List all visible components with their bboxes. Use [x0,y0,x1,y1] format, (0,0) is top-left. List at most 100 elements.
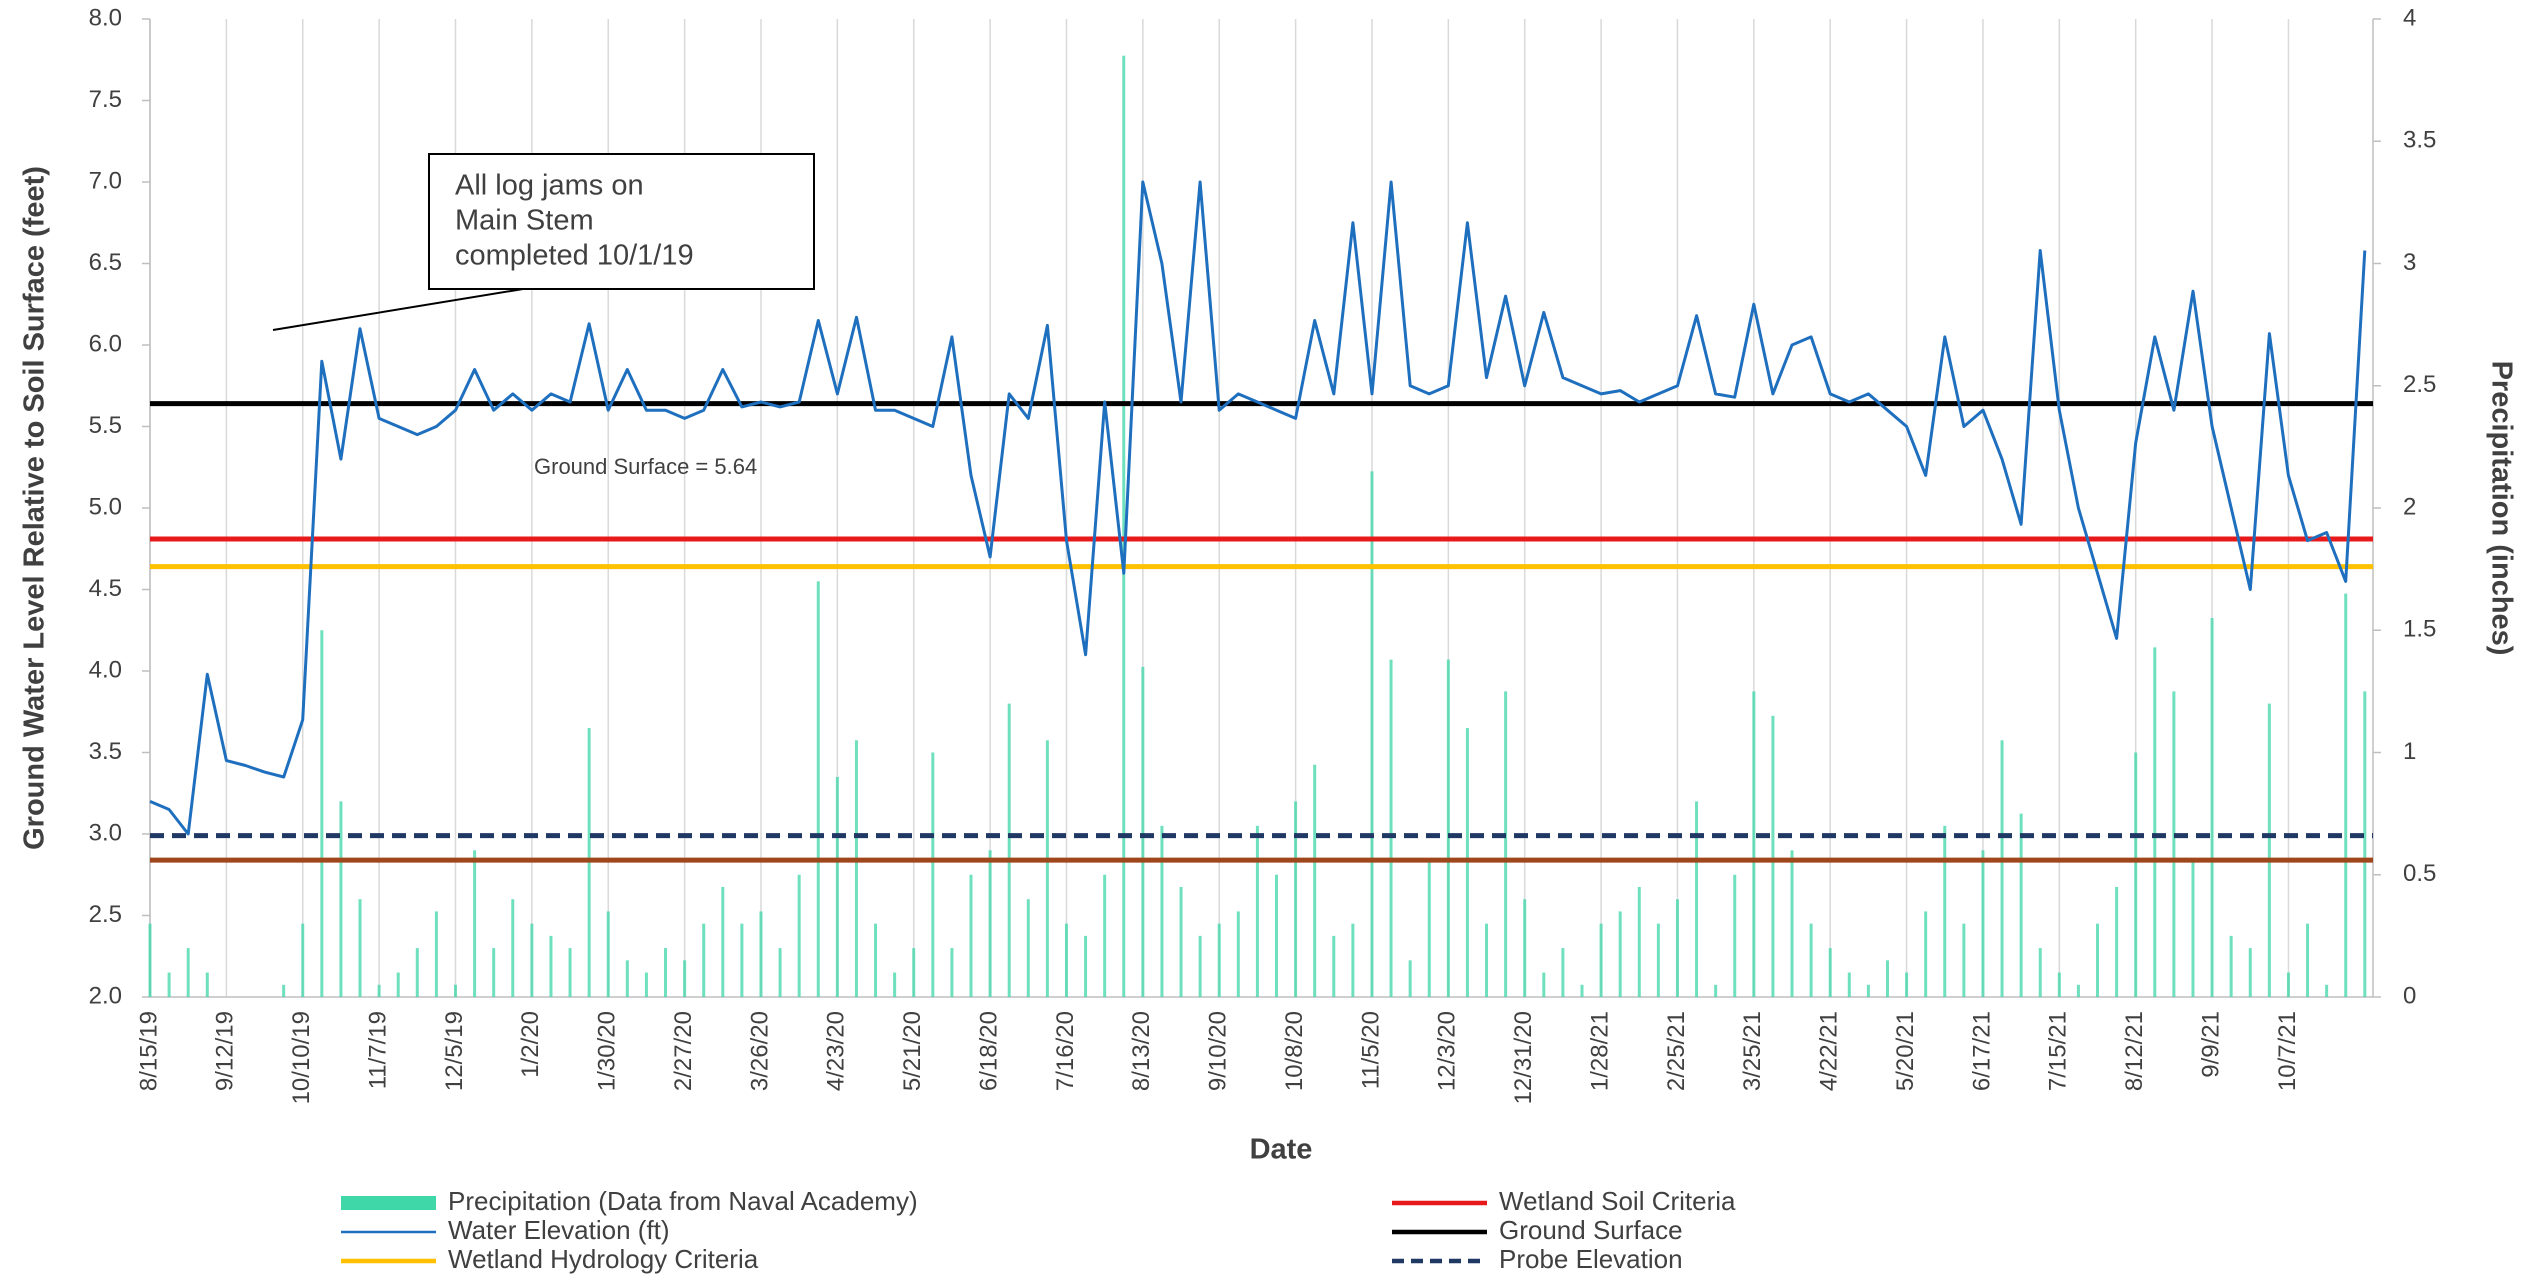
x-tick-label: 12/5/19 [441,1011,468,1091]
precip-bar [1217,923,1221,997]
x-tick-label: 2/27/20 [670,1011,697,1091]
precip-bar [931,752,935,997]
legend-label: Wetland Hydrology Criteria [448,1244,759,1274]
precip-bar [1160,825,1164,997]
precip-bar [2096,923,2100,997]
precip-bar [1446,659,1450,997]
precip-bar [2344,593,2348,997]
precip-bar [2306,923,2310,997]
precip-bar [1905,972,1909,997]
precip-bar [2019,813,2023,997]
y-tick-label: 6.0 [89,330,122,357]
x-tick-label: 8/13/20 [1128,1011,1155,1091]
precip-bar [2172,691,2176,997]
precip-bar [683,960,687,997]
precip-bar [1580,984,1584,997]
y-tick-label: 5.0 [89,493,122,520]
precip-bar [1675,899,1679,997]
y2-tick-label: 0 [2403,982,2416,1009]
precip-bar [2115,886,2119,997]
y-tick-label: 2.0 [89,982,122,1009]
callout-pointer [272,288,524,331]
x-tick-label: 12/31/20 [1510,1011,1537,1104]
x-tick-label: 8/15/19 [135,1011,162,1091]
x-tick-label: 9/9/21 [2197,1011,2224,1078]
precip-bar [2210,618,2214,997]
x-tick-label: 7/16/20 [1052,1011,1079,1091]
precip-bar [2000,740,2004,997]
x-tick-label: 3/26/20 [746,1011,773,1091]
y2-tick-label: 1 [2403,738,2416,765]
precip-bar [1408,960,1412,997]
x-axis-title: Date [1250,1134,1313,1166]
precip-bar [2191,862,2195,997]
precip-bar [1275,874,1279,997]
precip-bar [549,935,553,997]
precip-bar [1981,850,1985,997]
precip-bar [2248,948,2252,997]
y2-tick-label: 3 [2403,249,2416,276]
precip-bar [473,850,477,997]
precip-bar [492,948,496,997]
precip-bar [1695,801,1699,997]
precip-bar [797,874,801,997]
x-tick-label: 6/18/20 [975,1011,1002,1091]
precip-bar [778,948,782,997]
precip-bar [1828,948,1832,997]
x-tick-label: 1/28/21 [1586,1011,1613,1091]
x-tick-label: 11/7/19 [364,1011,391,1089]
ground-surface-label: Ground Surface = 5.64 [534,454,757,479]
x-tick-label: 5/21/20 [899,1011,926,1091]
x-tick-label: 12/3/20 [1434,1011,1461,1091]
precip-bar [893,972,897,997]
precip-bar [415,948,419,997]
precip-bar [2325,984,2329,997]
y2-tick-label: 4 [2403,4,2416,31]
precip-bar [816,581,820,997]
precip-bar [721,886,725,997]
y-tick-label: 5.5 [89,412,122,439]
water-line [149,180,2367,836]
precip-bar [1924,911,1928,997]
precip-bar [1351,923,1355,997]
precip-bar [282,984,286,997]
precip-bar [339,801,343,997]
precip-bar [606,911,610,997]
precip-bar [950,948,954,997]
precip-bar [320,630,324,997]
precip-bar [1236,911,1240,997]
precip-bar [1179,886,1183,997]
precip-bar [205,972,209,997]
precip-bar [1485,923,1489,997]
precip-bar [1714,984,1718,997]
x-tick-label: 11/5/20 [1357,1011,1384,1089]
precip-bar [1084,935,1088,997]
precip-bar [301,923,305,997]
x-tick-label: 1/2/20 [517,1011,544,1078]
y-tick-label: 4.5 [89,575,122,602]
x-tick-label: 3/25/21 [1739,1011,1766,1091]
precip-bar [2134,752,2138,997]
precip-bar [358,899,362,997]
callout-text: All log jams on [455,170,644,202]
precip-bar [1026,899,1030,997]
precip-bar [644,972,648,997]
precip-bar [740,923,744,997]
precip-bar [1599,923,1603,997]
precip-bar [2153,647,2157,997]
precip-bar [664,948,668,997]
x-tick-label: 10/10/19 [288,1011,315,1104]
precip-bar [1943,825,1947,997]
y2-tick-label: 2 [2403,493,2416,520]
precip-bar [530,923,534,997]
precip-bar [1752,691,1756,997]
precip-bar [2076,984,2080,997]
precip-bar [702,923,706,997]
precip-bar [1866,984,1870,997]
precip-bar [1962,923,1966,997]
x-tick-label: 8/12/21 [2121,1011,2148,1091]
precip-bar [1122,55,1126,998]
x-tick-label: 4/22/21 [1816,1011,1843,1091]
y-tick-label: 8.0 [89,4,122,31]
